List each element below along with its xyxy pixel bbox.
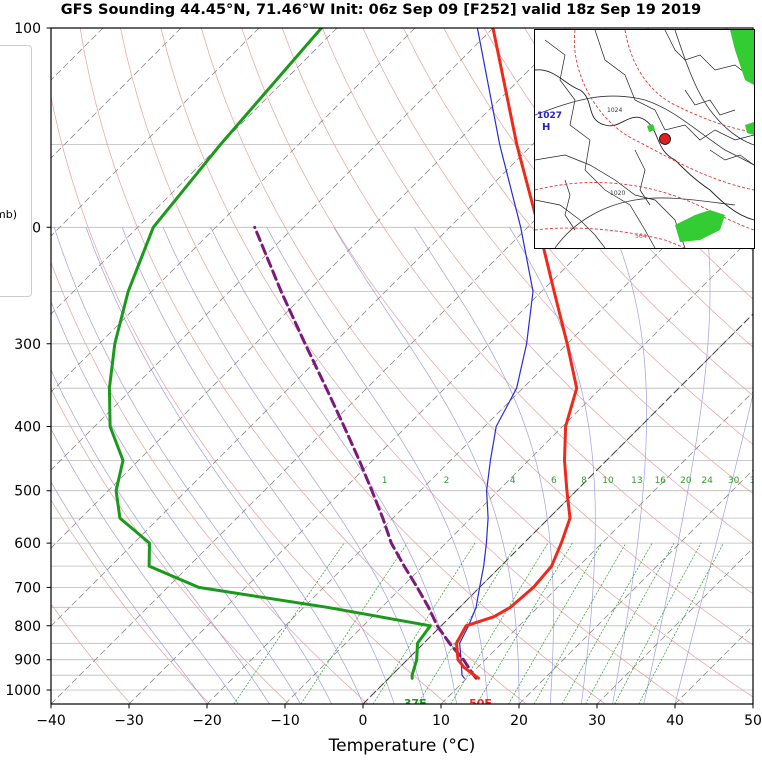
moist-adiabat-line	[51, 369, 270, 704]
x-tick-label: −20	[192, 713, 222, 729]
x-tick-label: 40	[666, 713, 684, 729]
dry-adiabat-line	[160, 28, 685, 704]
mixing-ratio-label: 4	[510, 476, 516, 486]
x-tick-label: −40	[36, 713, 66, 729]
svg-text:564: 564	[635, 233, 647, 240]
moist-adiabat-line	[266, 226, 489, 704]
y-tick-label: 300	[14, 337, 41, 353]
mixing-ratio-line	[233, 542, 345, 704]
dry-adiabat-line	[51, 603, 132, 704]
dry-adiabat-line	[120, 28, 606, 704]
mixing-ratio-line	[476, 542, 573, 704]
dry-adiabat-line	[241, 28, 753, 646]
x-axis-label: Temperature (°C)	[328, 736, 476, 756]
mixing-ratio-label: 20	[680, 476, 692, 486]
mixing-ratio-label: 24	[701, 476, 713, 486]
parcel-path-line	[253, 225, 478, 680]
mixing-ratio-label: 10	[602, 476, 614, 486]
moist-adiabat-line	[611, 226, 647, 704]
moist-adiabat-line	[333, 226, 520, 704]
svg-text:1024: 1024	[607, 107, 622, 114]
isotherm-line	[51, 28, 572, 549]
chart-title: GFS Sounding 44.45°N, 71.46°W Init: 06z …	[60, 2, 702, 18]
sounding-series: 37F 50F	[107, 28, 579, 710]
moist-adiabat-line	[51, 481, 208, 704]
dry-adiabat-line	[281, 28, 753, 595]
svg-text:H: H	[542, 122, 550, 133]
moist-adiabat-line	[53, 226, 333, 704]
legend-text: mb)	[0, 208, 17, 221]
isotherm-line	[51, 28, 416, 393]
mixing-ratio-label: 2	[444, 476, 450, 486]
mixing-ratio-label: 8	[581, 476, 587, 486]
map-graphic: 1027 H 1024 1020 564	[535, 30, 754, 248]
svg-text:1027: 1027	[537, 111, 562, 121]
mixing-ratio-label: 1	[382, 476, 388, 486]
temperature-line	[455, 28, 579, 680]
mixing-ratio-line	[508, 542, 603, 704]
legend-box: mb)	[0, 45, 32, 297]
y-tick-label: 500	[14, 484, 41, 500]
x-tick-label: 50	[744, 713, 762, 729]
moist-adiabat-line	[51, 428, 239, 704]
dry-adiabat-line	[362, 28, 753, 495]
surface-temperature-label: 50F	[469, 697, 492, 710]
dry-adiabat-line	[443, 28, 753, 397]
svg-text:1020: 1020	[610, 190, 625, 197]
moist-adiabat-line	[210, 226, 457, 704]
isotherm-line	[51, 28, 260, 237]
mixing-ratio-line	[417, 542, 518, 704]
zero-isotherm-line	[362, 313, 753, 704]
plot-frame	[50, 27, 754, 705]
mixing-ratio-line	[638, 542, 724, 704]
mixing-ratio-line	[372, 542, 476, 704]
moist-adiabat-line	[414, 226, 554, 704]
dry-adiabat-line	[483, 28, 753, 348]
x-tick-label: 10	[432, 713, 450, 729]
x-tick-label: −30	[114, 713, 144, 729]
moist-adiabat-line	[509, 226, 596, 704]
moist-adiabat-line	[121, 226, 395, 704]
dry-adiabat-line	[79, 28, 527, 704]
x-tick-label: 20	[510, 713, 528, 729]
background-lines: 1 2 4 6 8 10 13 16 20 24 30 36	[51, 28, 762, 704]
mixing-ratio-label: 6	[551, 476, 557, 486]
mixing-ratio-line	[614, 542, 702, 704]
dewpoint-line	[107, 28, 432, 680]
y-tick-label: 900	[14, 653, 41, 669]
surface-dewpoint-label: 37F	[404, 697, 427, 710]
dry-adiabat-line	[51, 95, 448, 704]
dry-adiabat-line	[51, 499, 211, 704]
y-tick-label: 400	[14, 420, 41, 436]
mixing-ratio-line	[300, 542, 408, 704]
moist-adiabat-line	[85, 226, 364, 704]
mixing-ratio-label: 30	[728, 476, 740, 486]
dry-adiabat-line	[322, 28, 753, 544]
y-tick-label: 600	[14, 536, 41, 552]
mixing-ratio-line	[533, 542, 627, 704]
x-tick-label: 30	[588, 713, 606, 729]
moist-adiabat-line	[162, 226, 426, 704]
mixing-ratio-line	[450, 542, 549, 704]
dry-adiabat-line	[51, 261, 369, 704]
mixing-ratio-label: 16	[655, 476, 667, 486]
y-tick-label: 100	[14, 21, 41, 37]
moist-adiabat-line	[51, 300, 301, 704]
x-tick-label: 0	[359, 713, 368, 729]
moist-adiabat-line	[674, 392, 753, 704]
y-tick-label: 1000	[5, 683, 41, 699]
virtual-temperature-line	[459, 28, 534, 679]
mixing-ratio-label: 13	[631, 476, 642, 486]
mixing-ratio-label: 36	[750, 476, 762, 486]
y-tick-label: 700	[14, 580, 41, 596]
mixing-ratio-line	[585, 542, 675, 704]
dry-adiabat-line	[402, 28, 753, 445]
mixing-ratio-line	[561, 542, 653, 704]
x-tick-label: −10	[270, 713, 300, 729]
dry-adiabat-line	[51, 388, 290, 704]
inset-map: 1027 H 1024 1020 564	[534, 29, 755, 249]
y-tick-label: 800	[14, 619, 41, 635]
moist-adiabat-line	[643, 226, 711, 704]
